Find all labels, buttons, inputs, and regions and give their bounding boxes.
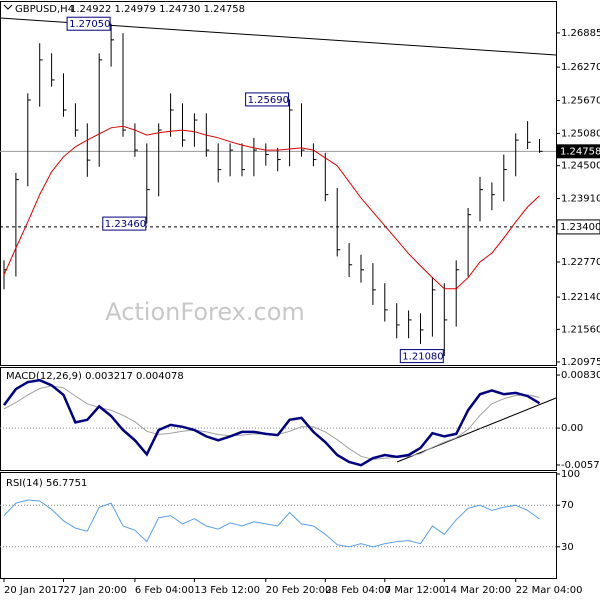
- annotation-label: 1.25690: [248, 95, 289, 106]
- x-tick-label: 6 Feb 04:00: [135, 585, 194, 596]
- y-tick-label: 1.25080: [561, 128, 600, 139]
- x-tick-label: 7 Mar 12:00: [385, 585, 445, 596]
- y-tick-label: 1.24500: [561, 161, 600, 172]
- y-tick-label: 1.26270: [561, 62, 600, 73]
- macd-panel: [0, 367, 557, 471]
- y-tick-label: 1.22770: [561, 257, 600, 268]
- level-label: 1.23400: [560, 222, 600, 233]
- y-tick-label: 70: [561, 500, 574, 511]
- last-price-box: [557, 144, 600, 159]
- macd-line: [2, 378, 541, 467]
- y-tick-label: 0.00: [561, 423, 583, 434]
- x-tick-label: 22 Mar 04:00: [516, 585, 583, 596]
- watermark: ActionForex.com: [105, 298, 305, 326]
- chart-subtitle: 1.24922 1.24979 1.24730 1.24758: [70, 4, 245, 15]
- y-tick-label: 1.25670: [561, 96, 600, 107]
- y-tick-label: 1.23910: [561, 194, 600, 205]
- rsi-line: [3, 499, 540, 548]
- x-tick-label: 27 Jan 20:00: [64, 585, 127, 596]
- macd-trend-line: [396, 397, 557, 463]
- last-price-label: 1.24758: [560, 146, 600, 157]
- annotation-label: 1.27050: [69, 19, 110, 30]
- y-tick-label: 1.20975: [561, 357, 600, 368]
- annotation-box: [66, 16, 111, 31]
- annotation-box: [102, 216, 147, 231]
- x-tick-label: 20 Feb 20:00: [266, 585, 332, 596]
- price-panel: [0, 1, 557, 366]
- rsi-title: RSI(14) 56.7751: [6, 478, 87, 489]
- moving-average: [3, 125, 540, 290]
- x-tick-label: 13 Feb 12:00: [194, 585, 260, 596]
- y-tick-label: -0.005768: [561, 460, 600, 471]
- signal-line: [3, 385, 540, 460]
- annotation-box: [399, 349, 444, 364]
- rsi-panel: [0, 472, 557, 579]
- y-tick-label: 1.21560: [561, 324, 600, 335]
- y-tick-label: 1.26885: [561, 28, 600, 39]
- y-tick-label: 0.008301: [561, 370, 600, 381]
- chart-title: GBPUSD,H4: [15, 4, 74, 15]
- level-box: [556, 219, 600, 235]
- y-tick-label: 100: [561, 469, 580, 480]
- menu-icon: [3, 4, 13, 10]
- x-tick-label: 20 Jan 2017: [4, 585, 64, 596]
- x-tick-label: 14 Mar 20:00: [444, 585, 511, 596]
- y-tick-label: 30: [561, 542, 574, 553]
- y-tick-label: 1.22140: [561, 292, 600, 303]
- annotation-label: 1.23460: [105, 219, 146, 230]
- annotation-label: 1.21080: [402, 352, 443, 363]
- annotation-box: [245, 92, 290, 107]
- macd-title: MACD(12,26,9) 0.003217 0.004078: [6, 371, 184, 382]
- x-tick-label: 28 Feb 04:00: [325, 585, 391, 596]
